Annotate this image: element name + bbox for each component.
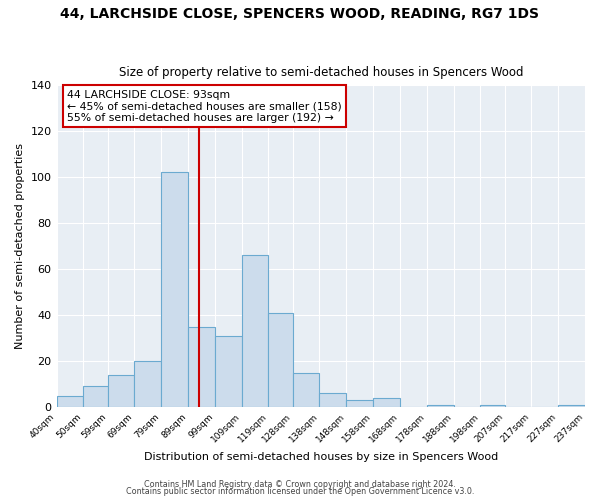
Bar [427, 405, 454, 407]
Text: 44 LARCHSIDE CLOSE: 93sqm
← 45% of semi-detached houses are smaller (158)
55% of: 44 LARCHSIDE CLOSE: 93sqm ← 45% of semi-… [67, 90, 342, 123]
Bar [268, 313, 293, 407]
Title: Size of property relative to semi-detached houses in Spencers Wood: Size of property relative to semi-detach… [119, 66, 523, 80]
Bar [134, 361, 161, 407]
Y-axis label: Number of semi-detached properties: Number of semi-detached properties [15, 143, 25, 349]
Text: 44, LARCHSIDE CLOSE, SPENCERS WOOD, READING, RG7 1DS: 44, LARCHSIDE CLOSE, SPENCERS WOOD, READ… [61, 8, 539, 22]
Bar [83, 386, 107, 407]
Bar [188, 326, 215, 407]
Bar [107, 375, 134, 407]
Bar [293, 372, 319, 407]
Bar [56, 396, 83, 407]
X-axis label: Distribution of semi-detached houses by size in Spencers Wood: Distribution of semi-detached houses by … [143, 452, 498, 462]
Bar [481, 405, 505, 407]
Bar [346, 400, 373, 407]
Text: Contains HM Land Registry data © Crown copyright and database right 2024.: Contains HM Land Registry data © Crown c… [144, 480, 456, 489]
Bar [558, 405, 585, 407]
Bar [373, 398, 400, 407]
Bar [319, 394, 346, 407]
Bar [242, 255, 268, 407]
Bar [161, 172, 188, 407]
Bar [215, 336, 242, 407]
Text: Contains public sector information licensed under the Open Government Licence v3: Contains public sector information licen… [126, 487, 474, 496]
